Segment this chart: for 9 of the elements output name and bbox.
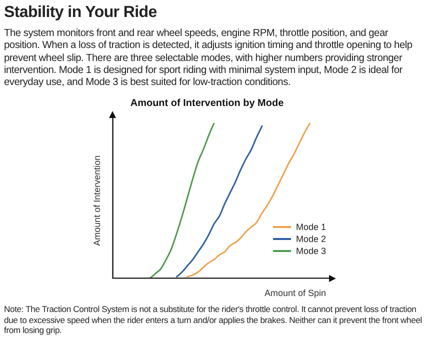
text: Stability in Your Ride bbox=[4, 4, 158, 22]
text: The system monitors front and rear wheel speeds, engine RPM, throttle position, and gear position. When a loss of traction is detected, it adjusts ignition timing and throttle opening to help prevent wheel slip. There are three selectable modes, with higher numbers providing stronger intervention. Mode 1 is designed for sport riding with minimal system input, Mode 2 is ideal for everyday use, and Mode 3 is best suited for low-traction conditions. bbox=[4, 28, 414, 90]
y-axis-title: Amount of Intervention bbox=[92, 156, 102, 246]
text: Note: The Traction Control System is not a substitute for the rider's throttle control. It cannot prevent loss of traction due to excessive speed when the rider enters a turn and/or applies the brakes. Neither can it prevent the front wheel from losing grip. bbox=[4, 304, 423, 336]
chart-title: Amount of Intervention by Mode bbox=[130, 98, 284, 110]
legend-label: Mode 3 bbox=[296, 246, 326, 256]
legend-label: Mode 1 bbox=[296, 222, 326, 232]
x-axis-title: Amount of Spin bbox=[264, 288, 326, 299]
legend-label: Mode 2 bbox=[296, 234, 326, 244]
